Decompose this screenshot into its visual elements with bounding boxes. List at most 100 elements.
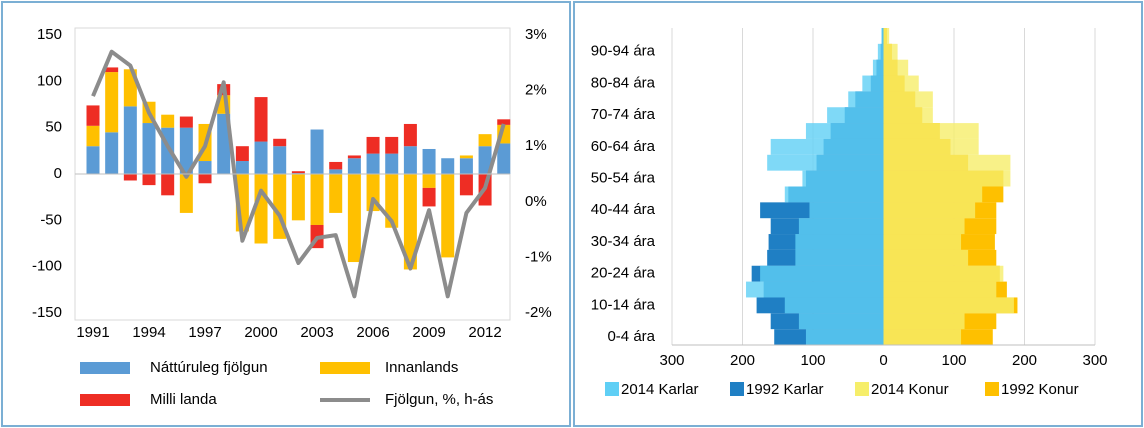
bar (827, 107, 884, 124)
bar-segment (86, 146, 100, 174)
y-tick-label: -50 (40, 211, 62, 228)
bar-segment (198, 174, 212, 184)
bar-segment (403, 123, 417, 147)
x-tick-label: 300 (1082, 352, 1107, 369)
y-tick-label: -100 (32, 258, 62, 275)
y-tick-label: 20-24 ára (591, 265, 656, 282)
bar-segment (161, 114, 175, 128)
bar (883, 234, 962, 250)
bar-segment (179, 116, 193, 128)
legend-label: Náttúruleg fjölgun (150, 359, 268, 376)
y2-tick-label: -2% (525, 304, 552, 321)
bar (883, 329, 962, 345)
legend-label: Milli landa (150, 391, 217, 408)
bar (805, 329, 884, 345)
bar (883, 265, 1004, 282)
bar (883, 202, 976, 219)
bar-segment (310, 174, 324, 225)
bar (883, 170, 1011, 187)
bar-segment (422, 174, 436, 188)
bar-segment (422, 187, 436, 207)
y2-tick-label: 1% (525, 137, 547, 154)
legend-label: 2014 Karlar (621, 381, 699, 398)
bar (883, 59, 909, 76)
y-tick-label: 60-64 ára (591, 138, 656, 155)
y2-tick-label: 0% (525, 193, 547, 210)
y-tick-label: 50 (45, 119, 62, 136)
bar (883, 75, 919, 92)
bar (746, 281, 884, 298)
x-tick-label: 1997 (188, 324, 221, 341)
legend-label: 1992 Konur (1001, 381, 1079, 398)
bar-segment (254, 97, 268, 142)
bar-segment (105, 67, 119, 73)
legend-swatch (80, 362, 130, 374)
bar-segment (235, 161, 249, 174)
legend-swatch (605, 382, 619, 396)
x-tick-label: 2003 (300, 324, 333, 341)
bar (883, 154, 1011, 171)
y-tick-label: 150 (37, 26, 62, 43)
bar (795, 234, 884, 250)
bar-segment (310, 129, 324, 174)
bar (883, 28, 890, 44)
bar-segment (86, 125, 100, 147)
x-tick-label: 1994 (132, 324, 165, 341)
bar-segment (459, 155, 473, 159)
bar (767, 154, 884, 171)
bar (798, 218, 884, 235)
bar-segment (86, 105, 100, 126)
bar-segment (459, 174, 473, 196)
y-tick-label: 10-14 ára (591, 296, 656, 313)
bar-segment (385, 136, 399, 154)
bar-segment (142, 174, 156, 186)
bar-segment (254, 174, 268, 244)
bar-segment (161, 174, 175, 196)
x-tick-label: 2009 (412, 324, 445, 341)
bar-segment (441, 174, 455, 258)
y-tick-label: 0-4 ára (607, 328, 655, 345)
bar (883, 123, 979, 139)
x-tick-label: 2000 (244, 324, 277, 341)
bar-segment (105, 132, 119, 174)
bar-segment (403, 146, 417, 174)
bar (862, 75, 884, 92)
bar-segment (179, 127, 193, 174)
bar-segment (329, 161, 343, 170)
bar-segment (329, 174, 343, 213)
bar (784, 186, 884, 203)
bar-segment (123, 106, 137, 174)
bar-segment (347, 158, 361, 174)
legend-swatch (80, 394, 130, 406)
y-tick-label: 80-84 ára (591, 74, 656, 91)
legend-swatch (985, 382, 999, 396)
y2-tick-label: 2% (525, 82, 547, 99)
bar-segment (217, 113, 231, 174)
bar-segment (273, 146, 287, 174)
bar (848, 91, 884, 108)
legend-label: 1992 Karlar (746, 381, 824, 398)
bar (881, 28, 884, 44)
y2-tick-label: -1% (525, 248, 552, 265)
bar-segment (254, 141, 268, 174)
bar (877, 43, 884, 60)
bar (805, 123, 884, 139)
bar-segment (347, 174, 361, 263)
bar-segment (123, 174, 137, 181)
y-tick-label: -150 (32, 304, 62, 321)
bar-segment (459, 158, 473, 174)
bar (883, 138, 979, 155)
x-tick-label: 100 (941, 352, 966, 369)
y-tick-label: 0 (54, 165, 62, 182)
x-tick-label: 1991 (76, 324, 109, 341)
bar (883, 281, 997, 298)
legend-swatch (855, 382, 869, 396)
bar (883, 107, 933, 124)
bar (883, 313, 965, 330)
bar (770, 138, 884, 155)
bar (883, 43, 898, 60)
x-tick-label: 2006 (356, 324, 389, 341)
bar-segment (403, 174, 417, 270)
bar (795, 249, 884, 266)
